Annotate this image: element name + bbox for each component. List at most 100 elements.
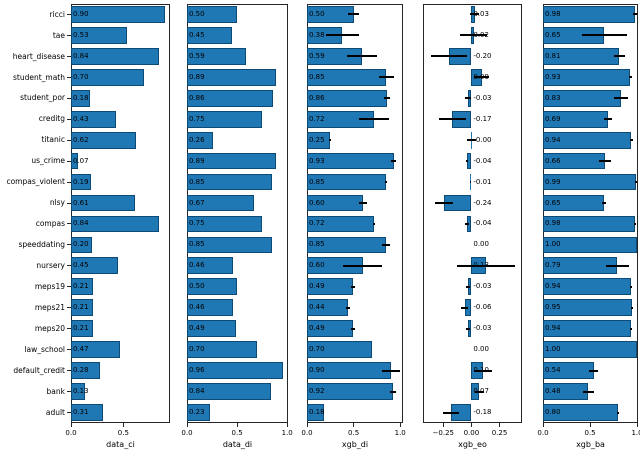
bar-tae: [187, 27, 233, 44]
bar-value-label: -0.04: [473, 219, 492, 228]
xtick-mark: [442, 423, 444, 427]
bar-student_por: [187, 89, 274, 107]
error-bar-us_crime: [599, 160, 611, 163]
error-bar-nlsy: [435, 202, 454, 205]
bar-value-label: 0.59: [189, 51, 205, 60]
bar-value-label: 0.10: [473, 366, 489, 375]
ytick-label-adult: adult: [45, 407, 65, 417]
bar-meps19: [187, 278, 238, 296]
xtick-mark: [186, 423, 188, 427]
ytick-mark: [67, 328, 71, 330]
error-bar-titanic: [629, 139, 634, 142]
bar-bank: [71, 383, 85, 400]
bar-value-label: 0.84: [189, 387, 205, 396]
bar-value-label: 0.61: [73, 198, 89, 207]
xtick-label: 0.25: [491, 429, 508, 437]
bar-titanic: [71, 131, 136, 149]
xaxis-label-xgb_eo: xgb_eo: [458, 440, 487, 449]
bar-value-label: 0.50: [309, 9, 325, 18]
bar-value-label: 0.00: [473, 345, 489, 354]
ytick-label-bank: bank: [46, 386, 65, 396]
bar-value-label: 0.25: [309, 135, 325, 144]
bar-value-label: 0.80: [545, 408, 561, 417]
xaxis-label-data_ci: data_ci: [106, 440, 135, 449]
xtick-label: 0.5: [348, 429, 360, 437]
bar-default_credit: [71, 362, 101, 379]
bar-value-label: 0.47: [73, 345, 89, 354]
bar-law_school: [71, 341, 121, 359]
error-bar-speeddating: [382, 243, 390, 246]
bar-value-label: -0.24: [473, 198, 492, 207]
bar-value-label: 0.46: [189, 261, 205, 270]
ytick-label-creditg: creditg: [38, 114, 65, 124]
bar-value-label: 0.26: [189, 135, 205, 144]
error-bar-heart_disease: [347, 55, 377, 58]
bar-value-label: 0.07: [473, 387, 489, 396]
bar-value-label: 0.72: [309, 114, 325, 123]
bar-value-label: 0.59: [309, 51, 325, 60]
bar-value-label: 0.38: [309, 30, 325, 39]
bar-value-label: 0.94: [545, 135, 561, 144]
xaxis-label-xgb_di: xgb_di: [341, 440, 369, 449]
bar-value-label: 0.53: [73, 30, 89, 39]
bar-ricci: [71, 6, 166, 23]
bar-creditg: [187, 110, 263, 128]
bar-value-label: 0.65: [545, 198, 561, 207]
ytick-mark: [67, 391, 71, 393]
bar-value-label: 0.60: [309, 261, 325, 270]
bar-creditg: [71, 110, 117, 128]
ytick-label-compas: compas: [35, 219, 65, 229]
bar-value-label: 0.46: [189, 303, 205, 312]
bar-compas: [187, 215, 263, 233]
ytick-mark: [67, 76, 71, 78]
bar-value-label: 0.95: [545, 303, 561, 312]
error-bar-titanic: [329, 139, 332, 142]
subplot-xgb_ba: [543, 4, 638, 423]
bar-value-label: 1.00: [545, 345, 561, 354]
error-bar-compas_violent: [469, 181, 471, 184]
bar-law_school: [543, 341, 638, 359]
subplot-xgb_eo: [423, 4, 522, 423]
bar-us_crime: [71, 152, 79, 170]
xtick-label: 0.5: [584, 429, 596, 437]
bar-value-label: 0.89: [189, 156, 205, 165]
error-bar-bank: [582, 390, 594, 393]
error-bar-adult: [617, 411, 620, 414]
bar-value-label: 0.60: [309, 198, 325, 207]
ytick-mark: [67, 307, 71, 309]
bar-bank: [187, 383, 272, 400]
ytick-mark: [67, 370, 71, 372]
bar-value-label: 0.92: [309, 387, 325, 396]
error-bar-compas_violent: [635, 181, 638, 184]
ytick-mark: [67, 13, 71, 15]
bar-value-label: 0.43: [73, 114, 89, 123]
xtick-mark: [470, 423, 472, 427]
bar-student_math: [187, 68, 277, 86]
bar-value-label: 0.85: [189, 240, 205, 249]
bar-us_crime: [187, 152, 277, 170]
bar-value-label: 0.20: [73, 240, 89, 249]
error-bar-student_math: [378, 76, 394, 79]
bar-value-label: 0.09: [473, 72, 489, 81]
bar-value-label: 0.85: [309, 72, 325, 81]
error-bar-compas: [373, 222, 376, 225]
bar-value-label: 0.19: [73, 177, 89, 186]
bar-adult: [71, 404, 104, 421]
bar-ricci: [187, 6, 238, 23]
bar-value-label: 0.90: [309, 366, 325, 375]
bar-student_por: [71, 89, 90, 107]
subplot-xgb_di: [307, 4, 403, 423]
error-bar-meps21: [461, 306, 468, 309]
bar-speeddating: [543, 236, 638, 254]
bar-value-label: 0.44: [309, 303, 325, 312]
bar-value-label: 0.75: [189, 219, 205, 228]
ytick-label-titanic: titanic: [41, 135, 65, 145]
bar-value-label: 0.62: [73, 135, 89, 144]
bar-meps20: [71, 320, 93, 338]
error-bar-us_crime: [465, 160, 468, 163]
bar-value-label: 0.13: [73, 387, 89, 396]
bar-value-label: 0.49: [189, 324, 205, 333]
error-bar-tae: [460, 34, 488, 37]
bar-value-label: 0.67: [189, 198, 205, 207]
